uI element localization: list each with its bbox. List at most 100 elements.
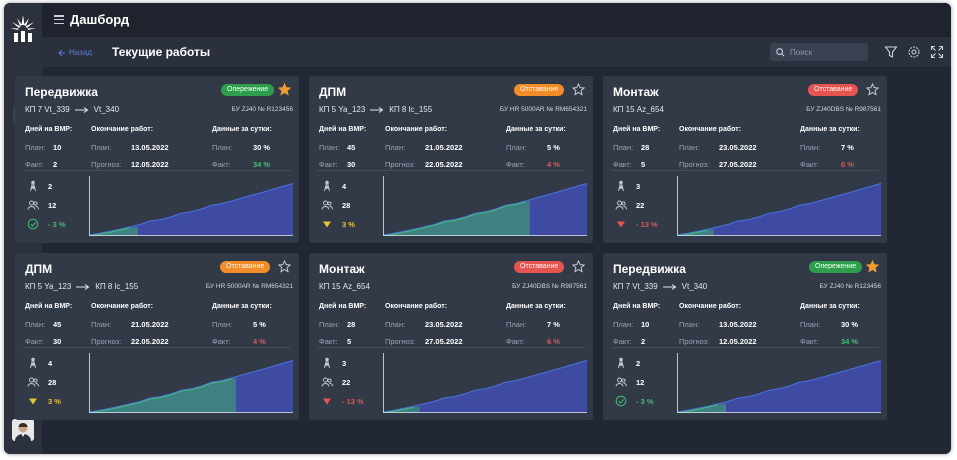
favorite-star-icon[interactable] (572, 83, 585, 96)
work-card[interactable]: Монтаж Отставание КП 15 Az_654 БУ ZJ40DB… (603, 76, 887, 243)
finish-forecast-label: Прогноз: (679, 160, 710, 169)
daily-header: Данные за сутки: (506, 126, 566, 133)
days-plan-label: План: (319, 143, 340, 152)
daily-plan-value: 30 % (841, 320, 859, 329)
work-card[interactable]: ДПМ Отставание КП 5 Ya_123 КП 8 lc_155 Б… (309, 76, 593, 243)
back-button[interactable]: Назад (58, 48, 92, 57)
status-badge: Отставание (220, 261, 271, 273)
route: КП 7 Vt_339 Vt_340 (613, 282, 707, 291)
deviation-value: 3 % (342, 220, 355, 229)
people-count-value: 12 (636, 378, 645, 387)
menu-icon[interactable] (54, 15, 64, 25)
route-from: КП 7 Vt_339 (25, 105, 70, 114)
fact-line (89, 378, 232, 413)
plan-line (89, 360, 293, 413)
favorite-star-icon[interactable] (572, 260, 585, 273)
work-card[interactable]: Передвижка Опережение КП 7 Vt_339 Vt_340… (15, 76, 299, 243)
finish-plan-label: План: (679, 320, 700, 329)
rig-count-value: 4 (48, 359, 53, 368)
top-bar: Дашборд (42, 3, 951, 37)
finish-forecast-label: Прогноз: (385, 337, 416, 346)
daily-plan-label: План: (800, 320, 821, 329)
filter-icon[interactable] (884, 45, 898, 59)
daily-plan-label: План: (212, 143, 233, 152)
deviation-value: - 3 % (48, 220, 66, 229)
finish-plan-value: 21.05.2022 (425, 143, 463, 152)
daily-plan-label: План: (506, 320, 527, 329)
finish-plan-value: 23.05.2022 (719, 143, 757, 152)
chart-axis (383, 176, 587, 236)
plan-area (383, 183, 587, 236)
people-icon (321, 377, 333, 387)
daily-fact-label: Факт: (800, 160, 819, 169)
search-input[interactable]: Поиск (770, 43, 868, 61)
progress-chart (677, 353, 881, 413)
days-vmp-header: Дней на ВМР: (25, 126, 73, 133)
work-card[interactable]: Монтаж Отставание КП 15 Az_654 БУ ZJ40DB… (309, 253, 593, 420)
rig-label: БУ ZJ40 № R123456 (819, 283, 881, 290)
finish-forecast-label: Прогноз: (91, 160, 122, 169)
favorite-star-icon[interactable] (278, 260, 291, 273)
finish-plan-value: 23.05.2022 (425, 320, 463, 329)
chart-axis (89, 353, 293, 413)
rig-label: БУ HR 5000AR № RM654321 (205, 283, 293, 290)
finish-forecast-value: 27.05.2022 (719, 160, 757, 169)
daily-plan-label: План: (800, 143, 821, 152)
days-vmp-header: Дней на ВМР: (25, 303, 73, 310)
progress-chart (89, 176, 293, 236)
days-fact-label: Факт: (319, 160, 338, 169)
days-fact-label: Факт: (319, 337, 338, 346)
settings-icon[interactable] (907, 45, 921, 59)
people-icon (615, 200, 627, 210)
days-plan-label: План: (319, 320, 340, 329)
finish-header: Окончание работ: (91, 303, 154, 310)
chart-axis (89, 176, 293, 236)
route-from: КП 15 Az_654 (613, 105, 664, 114)
days-vmp-header: Дней на ВМР: (613, 126, 661, 133)
route: КП 5 Ya_123 КП 8 lc_155 (319, 105, 432, 114)
work-card[interactable]: Передвижка Опережение КП 7 Vt_339 Vt_340… (603, 253, 887, 420)
route-to: Vt_340 (93, 105, 120, 114)
deviation-status-icon (27, 218, 39, 230)
route-to: КП 8 lc_155 (389, 105, 433, 114)
route-arrow-icon (370, 106, 384, 113)
finish-header: Окончание работ: (385, 126, 448, 133)
people-icon (321, 200, 333, 210)
rig-tower-icon (30, 357, 36, 369)
chart-axis (383, 353, 587, 413)
user-avatar[interactable] (12, 419, 34, 441)
deviation-status-icon (323, 398, 331, 405)
card-divider (317, 170, 585, 171)
daily-plan-value: 7 % (547, 320, 560, 329)
rig-count-value: 2 (636, 359, 641, 368)
plan-line (89, 183, 293, 236)
deviation-value: - 13 % (342, 397, 364, 406)
plan-line (677, 183, 881, 236)
daily-fact-label: Факт: (212, 337, 231, 346)
daily-plan-label: План: (506, 143, 527, 152)
app-window: EnRu $₽ Дашборд Назад Текущие работы Пои… (4, 3, 951, 454)
fact-line (89, 227, 130, 236)
days-plan-label: План: (25, 143, 46, 152)
work-card[interactable]: ДПМ Отставание КП 5 Ya_123 КП 8 lc_155 Б… (15, 253, 299, 420)
card-divider (23, 347, 291, 348)
daily-fact-value: 6 % (841, 160, 854, 169)
route-to: Vt_340 (681, 282, 708, 291)
favorite-star-icon[interactable] (278, 83, 291, 96)
days-fact-value: 30 (53, 337, 62, 346)
daily-fact-value: 4 % (547, 160, 560, 169)
finish-plan-label: План: (91, 143, 112, 152)
rig-label: БУ HR 5000AR № RM654321 (499, 106, 587, 113)
deviation-value: - 13 % (636, 220, 658, 229)
fullscreen-icon[interactable] (930, 45, 944, 59)
days-vmp-header: Дней на ВМР: (319, 303, 367, 310)
rig-count-value: 3 (342, 359, 347, 368)
days-fact-label: Факт: (613, 160, 632, 169)
days-fact-label: Факт: (25, 337, 44, 346)
finish-forecast-value: 22.05.2022 (131, 337, 169, 346)
finish-forecast-value: 22.05.2022 (425, 160, 463, 169)
daily-fact-value: 4 % (253, 337, 266, 346)
route-from: КП 15 Az_654 (319, 282, 370, 291)
favorite-star-icon[interactable] (866, 260, 879, 273)
favorite-star-icon[interactable] (866, 83, 879, 96)
